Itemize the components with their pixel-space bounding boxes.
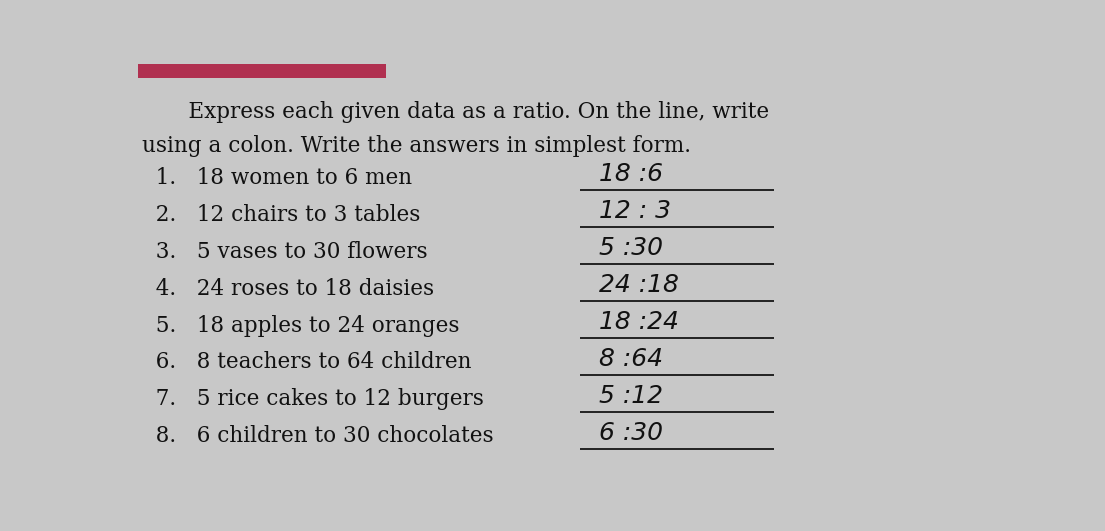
Text: 6.   8 teachers to 64 children: 6. 8 teachers to 64 children — [143, 352, 472, 373]
Text: 18 :6: 18 :6 — [599, 162, 663, 186]
Text: 5 :30: 5 :30 — [599, 236, 663, 260]
Text: 18 :24: 18 :24 — [599, 310, 680, 334]
Bar — [138, 64, 386, 78]
Text: 3.   5 vases to 30 flowers: 3. 5 vases to 30 flowers — [143, 241, 428, 263]
Text: 5.   18 apples to 24 oranges: 5. 18 apples to 24 oranges — [143, 314, 460, 337]
Text: using a colon. Write the answers in simplest form.: using a colon. Write the answers in simp… — [143, 134, 691, 157]
Text: 1.   18 women to 6 men: 1. 18 women to 6 men — [143, 167, 412, 189]
Text: 24 :18: 24 :18 — [599, 273, 680, 297]
Text: 6 :30: 6 :30 — [599, 421, 663, 445]
Text: 4.   24 roses to 18 daisies: 4. 24 roses to 18 daisies — [143, 278, 434, 299]
Text: 2.   12 chairs to 3 tables: 2. 12 chairs to 3 tables — [143, 204, 420, 226]
Text: Express each given data as a ratio. On the line, write: Express each given data as a ratio. On t… — [161, 101, 769, 123]
Text: 12 : 3: 12 : 3 — [599, 199, 671, 223]
Text: 8.   6 children to 30 chocolates: 8. 6 children to 30 chocolates — [143, 425, 494, 448]
Text: 5 :12: 5 :12 — [599, 384, 663, 408]
Text: 8 :64: 8 :64 — [599, 347, 663, 371]
Text: 7.   5 rice cakes to 12 burgers: 7. 5 rice cakes to 12 burgers — [143, 389, 484, 410]
